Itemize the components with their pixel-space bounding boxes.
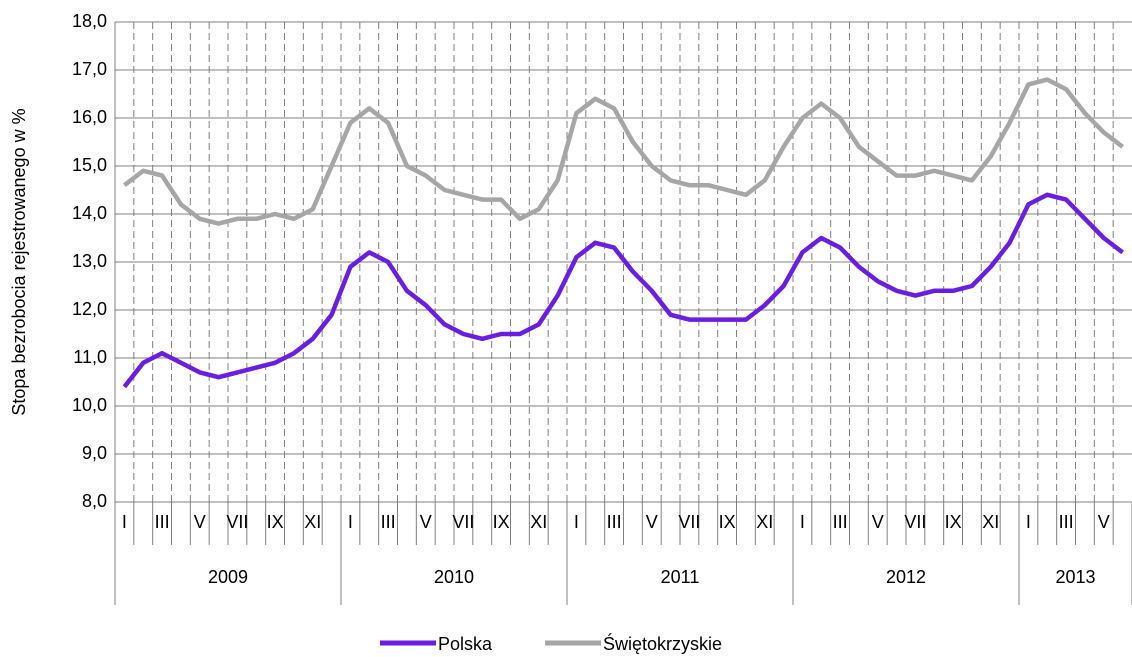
- x-tick-label: V: [872, 512, 884, 532]
- x-tick-label: I: [348, 512, 353, 532]
- x-tick-label: I: [574, 512, 579, 532]
- year-label: 2013: [1055, 567, 1095, 587]
- x-tick-label: I: [122, 512, 127, 532]
- x-tick-label: XI: [756, 512, 773, 532]
- x-tick-label: V: [646, 512, 658, 532]
- year-label: 2009: [208, 567, 248, 587]
- y-tick-label: 10,0: [72, 395, 107, 415]
- x-tick-label: IX: [719, 512, 736, 532]
- y-tick-label: 12,0: [72, 299, 107, 319]
- x-tick-label: III: [833, 512, 848, 532]
- y-tick-label: 17,0: [72, 59, 107, 79]
- y-tick-label: 9,0: [82, 443, 107, 463]
- x-tick-label: IX: [945, 512, 962, 532]
- x-tick-label: VII: [678, 512, 700, 532]
- x-tick-label: I: [1026, 512, 1031, 532]
- x-tick-label: III: [1059, 512, 1074, 532]
- y-tick-label: 11,0: [73, 347, 107, 367]
- x-tick-label: XI: [530, 512, 547, 532]
- y-tick-label: 16,0: [72, 107, 107, 127]
- x-tick-label: IX: [493, 512, 510, 532]
- series-line: [123, 77, 1124, 226]
- x-tick-label: V: [1098, 512, 1110, 532]
- y-tick-label: 8,0: [82, 491, 107, 511]
- year-label: 2012: [886, 567, 926, 587]
- y-tick-label: 13,0: [72, 251, 107, 271]
- y-tick-label: 14,0: [72, 203, 107, 223]
- x-tick-label: IX: [267, 512, 284, 532]
- y-tick-label: 15,0: [72, 155, 107, 175]
- x-tick-label: III: [155, 512, 170, 532]
- year-label: 2010: [434, 567, 474, 587]
- x-tick-label: III: [381, 512, 396, 532]
- x-tick-label: VII: [452, 512, 474, 532]
- x-tick-label: III: [607, 512, 622, 532]
- x-tick-label: VII: [226, 512, 248, 532]
- x-tick-label: I: [800, 512, 805, 532]
- x-tick-label: VII: [904, 512, 926, 532]
- x-tick-label: XI: [304, 512, 321, 532]
- x-tick-label: XI: [982, 512, 999, 532]
- legend-label: Świętokrzyskie: [603, 633, 722, 654]
- year-label: 2011: [661, 567, 700, 587]
- y-axis-label: Stopa bezrobocia rejestrowanego w %: [9, 108, 29, 415]
- series-line: [122, 192, 1124, 389]
- legend-label: Polska: [438, 634, 493, 654]
- x-tick-label: V: [194, 512, 206, 532]
- y-tick-label: 18,0: [72, 11, 107, 31]
- x-tick-label: V: [420, 512, 432, 532]
